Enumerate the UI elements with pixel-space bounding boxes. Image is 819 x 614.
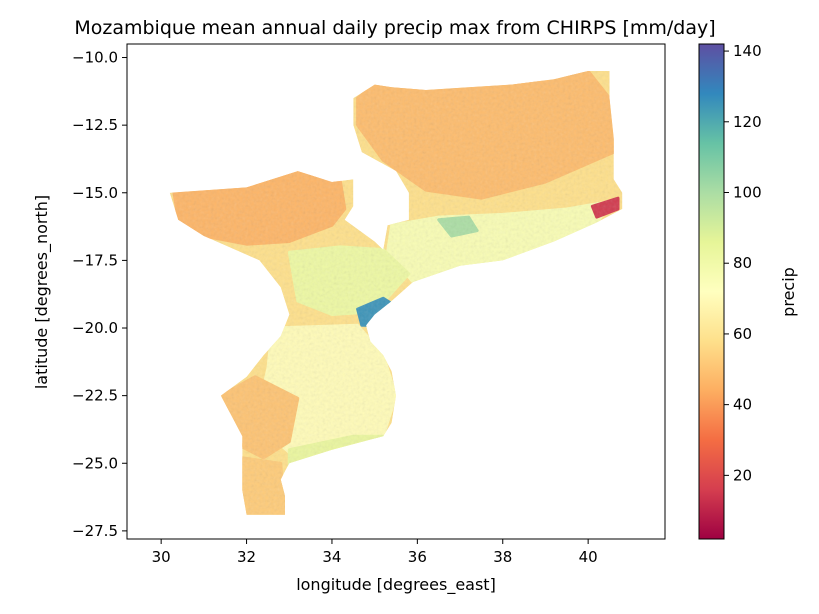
colorbar-tick-label: 40 bbox=[733, 396, 752, 414]
x-axis-label: longitude [degrees_east] bbox=[296, 575, 496, 595]
pixel-texture bbox=[169, 71, 623, 515]
colorbar-tick-label: 20 bbox=[733, 466, 752, 484]
colorbar-tick-label: 60 bbox=[733, 325, 752, 343]
y-tick-label: −22.5 bbox=[72, 387, 118, 405]
x-tick-label: 36 bbox=[408, 548, 427, 566]
y-axis-label: latitude [degrees_north] bbox=[32, 195, 52, 389]
y-axis: −10.0 −12.5 −15.0 −17.5 −20.0 −22.5 −25.0 −27.5 bbox=[72, 49, 127, 540]
y-tick-label: −15.0 bbox=[72, 184, 118, 202]
map-layer bbox=[169, 71, 623, 515]
colorbar-tick-label: 100 bbox=[733, 184, 762, 202]
y-tick-label: −27.5 bbox=[72, 522, 118, 540]
y-tick-label: −12.5 bbox=[72, 116, 118, 134]
colorbar-tick-label: 120 bbox=[733, 113, 762, 131]
x-tick-label: 40 bbox=[579, 548, 598, 566]
y-tick-label: −17.5 bbox=[72, 251, 118, 269]
colorbar-tick-label: 140 bbox=[733, 42, 762, 60]
plot-frame bbox=[126, 43, 666, 540]
y-tick-label: −10.0 bbox=[72, 49, 118, 67]
x-tick-label: 38 bbox=[493, 548, 512, 566]
x-axis: 30 32 34 36 38 40 bbox=[152, 539, 598, 566]
colorbar: 20 40 60 80 100 120 140 bbox=[698, 42, 762, 540]
x-tick-label: 30 bbox=[152, 548, 171, 566]
x-tick-label: 32 bbox=[237, 548, 256, 566]
colorbar-label: precip bbox=[779, 267, 798, 317]
colorbar-bar bbox=[698, 43, 725, 540]
colorbar-tick-label: 80 bbox=[733, 254, 752, 272]
y-tick-label: −20.0 bbox=[72, 319, 118, 337]
x-tick-label: 34 bbox=[322, 548, 341, 566]
chart-title: Mozambique mean annual daily precip max … bbox=[74, 17, 715, 39]
y-tick-label: −25.0 bbox=[72, 454, 118, 472]
